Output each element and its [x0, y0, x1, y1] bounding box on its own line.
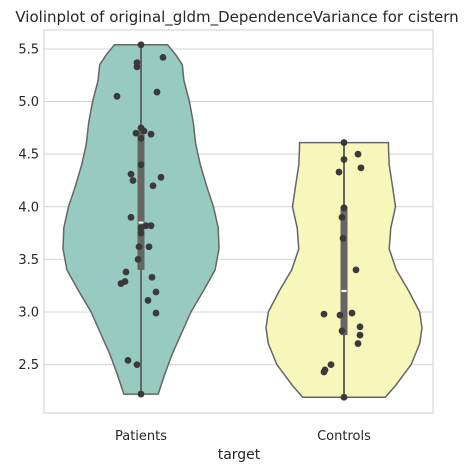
- data-point: [129, 177, 137, 184]
- data-point: [133, 361, 141, 368]
- data-point: [137, 390, 145, 398]
- x-tick-label: Controls: [317, 429, 371, 444]
- violins: [62, 43, 423, 398]
- data-point: [122, 268, 130, 276]
- y-tick-label: 5.5: [18, 42, 39, 57]
- data-point: [152, 309, 160, 317]
- data-point: [137, 224, 145, 232]
- data-point: [140, 127, 148, 135]
- data-point: [357, 164, 365, 172]
- data-point: [340, 156, 348, 163]
- violin-iqr-box: [137, 131, 145, 270]
- y-tick-label: 5.0: [18, 95, 39, 110]
- data-point: [338, 327, 346, 335]
- y-tick-labels: 2.5 3.0 3.5 4.0 4.5 5.0 5.5: [18, 42, 39, 373]
- data-point: [132, 129, 140, 137]
- data-point: [137, 229, 145, 237]
- x-tick-labels: Patients Controls: [115, 429, 371, 444]
- y-tick-label: 3.0: [18, 305, 39, 320]
- violin-iqr-box: [340, 206, 348, 336]
- data-point: [157, 173, 165, 181]
- data-point: [339, 234, 347, 242]
- data-point: [320, 310, 328, 318]
- plot-frame: [43, 29, 434, 414]
- data-point: [159, 53, 167, 61]
- data-point: [144, 297, 152, 304]
- data-point: [147, 222, 155, 230]
- data-point: [320, 368, 328, 376]
- data-points: [113, 41, 365, 401]
- data-point: [124, 356, 132, 364]
- data-point: [147, 130, 155, 138]
- data-point: [148, 273, 156, 281]
- data-point: [336, 311, 344, 319]
- chart-title: Violinplot of original_gldm_DependenceVa…: [15, 8, 458, 27]
- data-point: [356, 323, 364, 331]
- data-point: [145, 243, 153, 251]
- data-point: [340, 393, 348, 401]
- data-point: [335, 168, 343, 176]
- y-tick-label: 4.5: [18, 148, 39, 163]
- data-point: [327, 361, 335, 368]
- data-point: [149, 182, 157, 190]
- data-point: [133, 63, 141, 71]
- data-point: [153, 88, 161, 96]
- x-axis-label: target: [218, 447, 261, 463]
- data-point: [137, 134, 145, 142]
- data-point: [137, 161, 145, 169]
- data-point: [352, 266, 360, 274]
- data-point: [354, 340, 362, 347]
- y-tick-label: 3.5: [18, 253, 39, 268]
- data-point: [134, 255, 142, 263]
- data-point: [135, 243, 143, 251]
- data-point: [338, 213, 346, 221]
- data-point: [340, 204, 348, 212]
- data-point: [354, 150, 362, 158]
- data-point: [127, 170, 135, 178]
- data-point: [127, 213, 135, 221]
- data-point: [113, 92, 121, 100]
- x-tick-label: Patients: [115, 429, 167, 444]
- data-point: [137, 41, 145, 49]
- data-point: [152, 288, 160, 296]
- data-point: [121, 278, 129, 285]
- y-tick-label: 4.0: [18, 200, 39, 215]
- data-point: [348, 309, 356, 317]
- data-point: [356, 331, 364, 339]
- data-point: [340, 139, 348, 146]
- y-tick-label: 2.5: [18, 358, 39, 373]
